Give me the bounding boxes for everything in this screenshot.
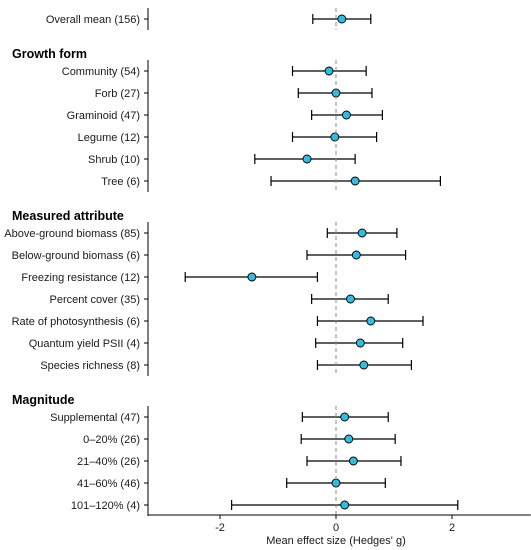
mean-point xyxy=(350,176,360,186)
mean-point xyxy=(337,14,347,24)
mean-point xyxy=(247,272,257,282)
row-label: Overall mean (156) xyxy=(46,14,140,26)
row-label: Shrub (10) xyxy=(88,154,140,166)
mean-point xyxy=(340,500,350,510)
x-tick-label: -2 xyxy=(215,522,225,534)
mean-point xyxy=(359,360,369,370)
group-title: Magnitude xyxy=(12,393,75,407)
mean-point xyxy=(330,132,340,142)
mean-point xyxy=(351,250,361,260)
row-label: Rate of photosynthesis (6) xyxy=(12,316,140,328)
mean-point xyxy=(302,154,312,164)
row-label: Tree (6) xyxy=(101,176,140,188)
row-label: 0–20% (26) xyxy=(83,434,140,446)
mean-point xyxy=(357,228,367,238)
x-tick-label: 2 xyxy=(449,522,455,534)
row-label: Above-ground biomass (85) xyxy=(4,228,140,240)
row-label: Community (54) xyxy=(62,66,140,78)
x-tick-label: 0 xyxy=(333,522,339,534)
mean-point xyxy=(340,412,350,422)
row-label: Freezing resistance (12) xyxy=(21,272,140,284)
row-label: Forb (27) xyxy=(95,88,140,100)
row-label: Species richness (8) xyxy=(40,360,140,372)
x-axis-title: Mean effect size (Hedges' g) xyxy=(266,535,405,547)
mean-point xyxy=(344,434,354,444)
mean-point xyxy=(346,294,355,304)
group-title: Growth form xyxy=(12,47,87,61)
row-label: Graminoid (47) xyxy=(67,110,140,122)
mean-point xyxy=(341,110,351,120)
row-label: Percent cover (35) xyxy=(50,294,140,306)
mean-point xyxy=(348,456,358,466)
row-label: Supplemental (47) xyxy=(50,412,140,424)
row-label: Below-ground biomass (6) xyxy=(12,250,140,262)
row-label: 21–40% (26) xyxy=(77,456,140,468)
row-label: Legume (12) xyxy=(78,132,140,144)
row-label: 101–120% (4) xyxy=(71,500,140,512)
mean-point xyxy=(324,66,334,76)
plot-panel: Overall mean (156) Growth form Community (… xyxy=(4,8,459,516)
mean-point xyxy=(366,316,376,326)
group-title: Measured attribute xyxy=(12,209,124,223)
x-axis: -2 0 2 xyxy=(148,514,531,534)
row-label: Quantum yield PSII (4) xyxy=(29,338,140,350)
mean-point xyxy=(355,338,365,348)
row-label: 41–60% (46) xyxy=(77,478,140,490)
